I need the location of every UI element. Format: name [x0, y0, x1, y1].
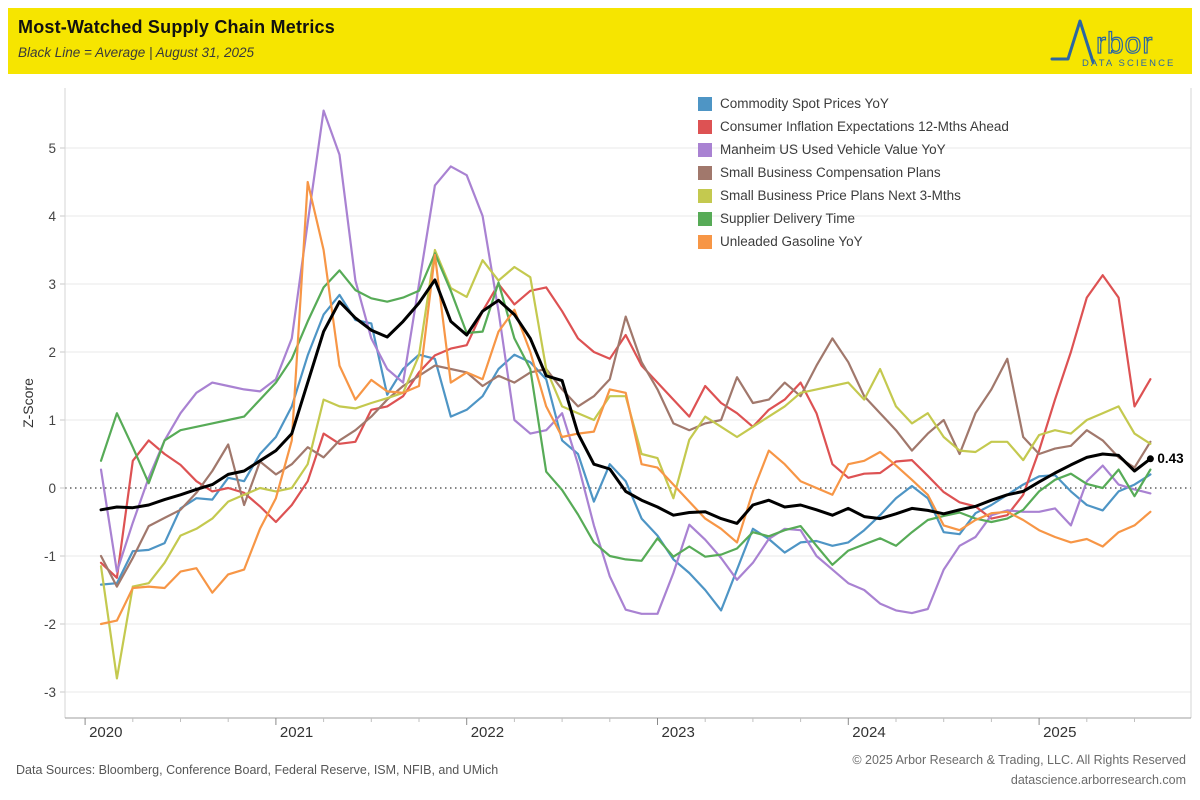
- x-tick-label: 2025: [1043, 724, 1077, 741]
- logo-subtext: DATA SCIENCE: [1082, 58, 1175, 69]
- x-tick-label: 2022: [470, 724, 505, 741]
- average-end-value: 0.43: [1157, 450, 1184, 466]
- series-line-manheim-us-used-vehicle-value-yoy: [99, 109, 1152, 615]
- page-subtitle: Black Line = Average | August 31, 2025: [18, 45, 255, 60]
- x-tick-label: 2021: [279, 724, 314, 741]
- header-band: Most-Watched Supply Chain Metrics Black …: [8, 8, 1192, 74]
- legend-item-supplier-delivery-time[interactable]: Supplier Delivery Time: [698, 207, 1009, 230]
- average-end-dot: [1146, 455, 1154, 463]
- data-sources: Data Sources: Bloomberg, Conference Boar…: [16, 763, 499, 777]
- y-tick-label: 2: [48, 345, 56, 360]
- logo-wordmark: rbor: [1096, 27, 1153, 60]
- copyright-line: © 2025 Arbor Research & Trading, LLC. Al…: [852, 753, 1186, 767]
- legend-item-unleaded-gasoline-yoy[interactable]: Unleaded Gasoline YoY: [698, 230, 1009, 253]
- legend-label: Commodity Spot Prices YoY: [720, 96, 889, 111]
- series-line-small-business-compensation-plans: [99, 315, 1152, 588]
- x-tick-label: 2020: [89, 724, 123, 741]
- legend-swatch-icon: [698, 211, 712, 226]
- website-link: datascience.arborresearch.com: [1010, 773, 1186, 787]
- legend-label: Manheim US Used Vehicle Value YoY: [720, 142, 946, 157]
- series-line-commodity-spot-prices-yoy: [99, 293, 1152, 612]
- x-tick-label: 2023: [661, 724, 695, 741]
- y-tick-label: 0: [48, 481, 56, 496]
- page-title: Most-Watched Supply Chain Metrics: [18, 17, 335, 37]
- legend-item-small-business-compensation-plans[interactable]: Small Business Compensation Plans: [698, 161, 1009, 184]
- legend-label: Supplier Delivery Time: [720, 211, 856, 226]
- y-tick-label: -2: [44, 617, 56, 632]
- series-line-unleaded-gasoline-yoy: [99, 180, 1152, 626]
- y-tick-label: 1: [48, 413, 56, 428]
- y-tick-label: -1: [44, 549, 56, 564]
- legend-label: Small Business Price Plans Next 3-Mths: [720, 188, 961, 203]
- legend: Commodity Spot Prices YoY Consumer Inflat…: [698, 92, 1009, 253]
- copyright-block: © 2025 Arbor Research & Trading, LLC. Al…: [852, 750, 1186, 790]
- y-tick-label: 3: [48, 277, 56, 292]
- legend-swatch-icon: [698, 96, 712, 111]
- arbor-logo: rbor DATA SCIENCE: [1050, 19, 1175, 69]
- series-line-supplier-delivery-time: [99, 252, 1152, 566]
- legend-swatch-icon: [698, 119, 712, 134]
- y-axis-title: Z-Score: [20, 378, 36, 428]
- legend-swatch-icon: [698, 234, 712, 249]
- legend-item-consumer-inflation-expectations-12-mths-ahead[interactable]: Consumer Inflation Expectations 12-Mths …: [698, 115, 1009, 138]
- x-tick-label: 2024: [852, 724, 886, 741]
- legend-item-small-business-price-plans-next-3-mths[interactable]: Small Business Price Plans Next 3-Mths: [698, 184, 1009, 207]
- legend-swatch-icon: [698, 165, 712, 180]
- legend-label: Small Business Compensation Plans: [720, 165, 941, 180]
- legend-item-commodity-spot-prices-yoy[interactable]: Commodity Spot Prices YoY: [698, 92, 1009, 115]
- y-tick-label: -3: [44, 685, 56, 700]
- y-tick-label: 4: [48, 209, 56, 224]
- legend-swatch-icon: [698, 188, 712, 203]
- average-line: [99, 278, 1152, 525]
- legend-item-manheim-us-used-vehicle-value-yoy[interactable]: Manheim US Used Vehicle Value YoY: [698, 138, 1009, 161]
- legend-swatch-icon: [698, 142, 712, 157]
- legend-label: Consumer Inflation Expectations 12-Mths …: [720, 119, 1009, 134]
- y-tick-label: 5: [48, 141, 56, 156]
- logo-peak-icon: [1050, 19, 1095, 64]
- legend-label: Unleaded Gasoline YoY: [720, 234, 863, 249]
